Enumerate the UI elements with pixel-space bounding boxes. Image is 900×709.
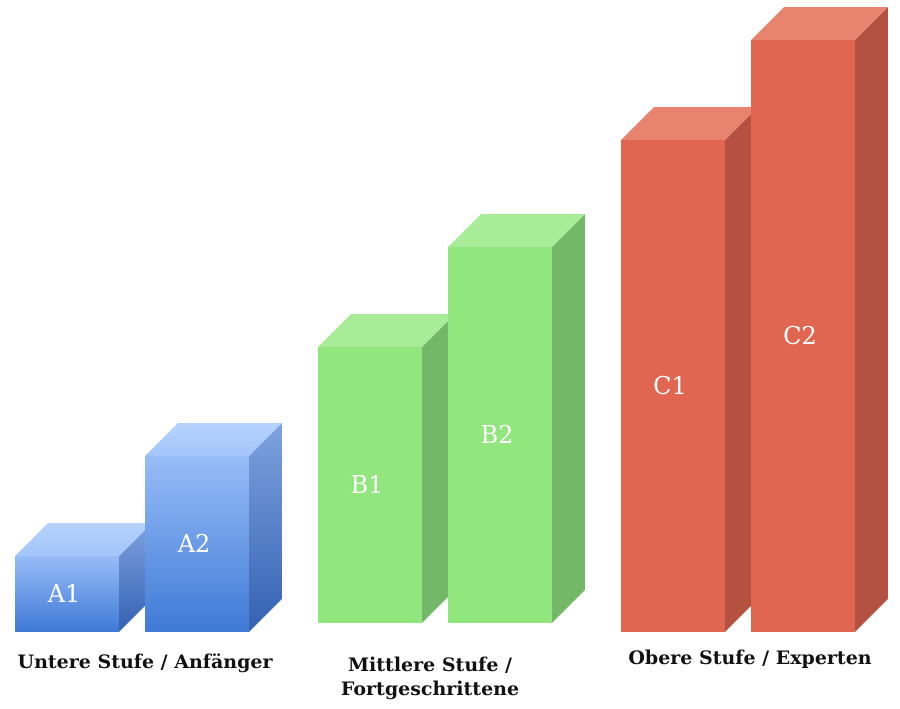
group-label-line: Mittlere Stufe /	[348, 654, 512, 676]
bar-c2: C2	[751, 7, 888, 632]
group-label-1: Untere Stufe / Anfänger	[10, 650, 280, 674]
bar-a2-top	[145, 423, 282, 456]
bar-a2-side	[249, 423, 282, 632]
bar-label-b1: B1	[351, 471, 384, 499]
bar-c1-top	[621, 107, 758, 140]
bar-b1-side	[422, 314, 455, 623]
group-label-line: Untere Stufe / Anfänger	[17, 651, 273, 673]
bar-b1-top	[318, 314, 455, 347]
bar-label-b2: B2	[481, 421, 514, 449]
bar-a1: A1	[15, 523, 152, 632]
bar-b1-front	[318, 347, 422, 623]
bar-c2-top	[751, 7, 888, 40]
bar-a1-side	[119, 523, 152, 632]
bar-b2-front	[448, 247, 552, 623]
bar-a1-top	[15, 523, 152, 556]
bar-b2: B2	[448, 214, 585, 623]
bar-c1: C1	[621, 107, 758, 632]
bar-label-c1: C1	[653, 372, 687, 400]
bar-label-a2: A2	[177, 530, 211, 558]
bar-c1-side	[725, 107, 758, 632]
group-label-line: Fortgeschrittene	[340, 678, 520, 700]
bar-b1: B1	[318, 314, 455, 623]
bar-a2-front	[145, 456, 249, 632]
bar-b2-side	[552, 214, 585, 623]
bar-a1-front	[15, 556, 119, 632]
group-label-line: Obere Stufe / Experten	[628, 647, 872, 669]
group-label-2: Mittlere Stufe / Fortgeschrittene	[295, 653, 565, 701]
bar-c2-side	[855, 7, 888, 632]
bar-c1-front	[621, 140, 725, 632]
bar-a2: A2	[145, 423, 282, 632]
group-label-3: Obere Stufe / Experten	[615, 646, 885, 670]
bar-label-c2: C2	[783, 322, 817, 350]
bar-label-a1: A1	[47, 580, 81, 608]
bar-c2-front	[751, 40, 855, 632]
bar-b2-top	[448, 214, 585, 247]
